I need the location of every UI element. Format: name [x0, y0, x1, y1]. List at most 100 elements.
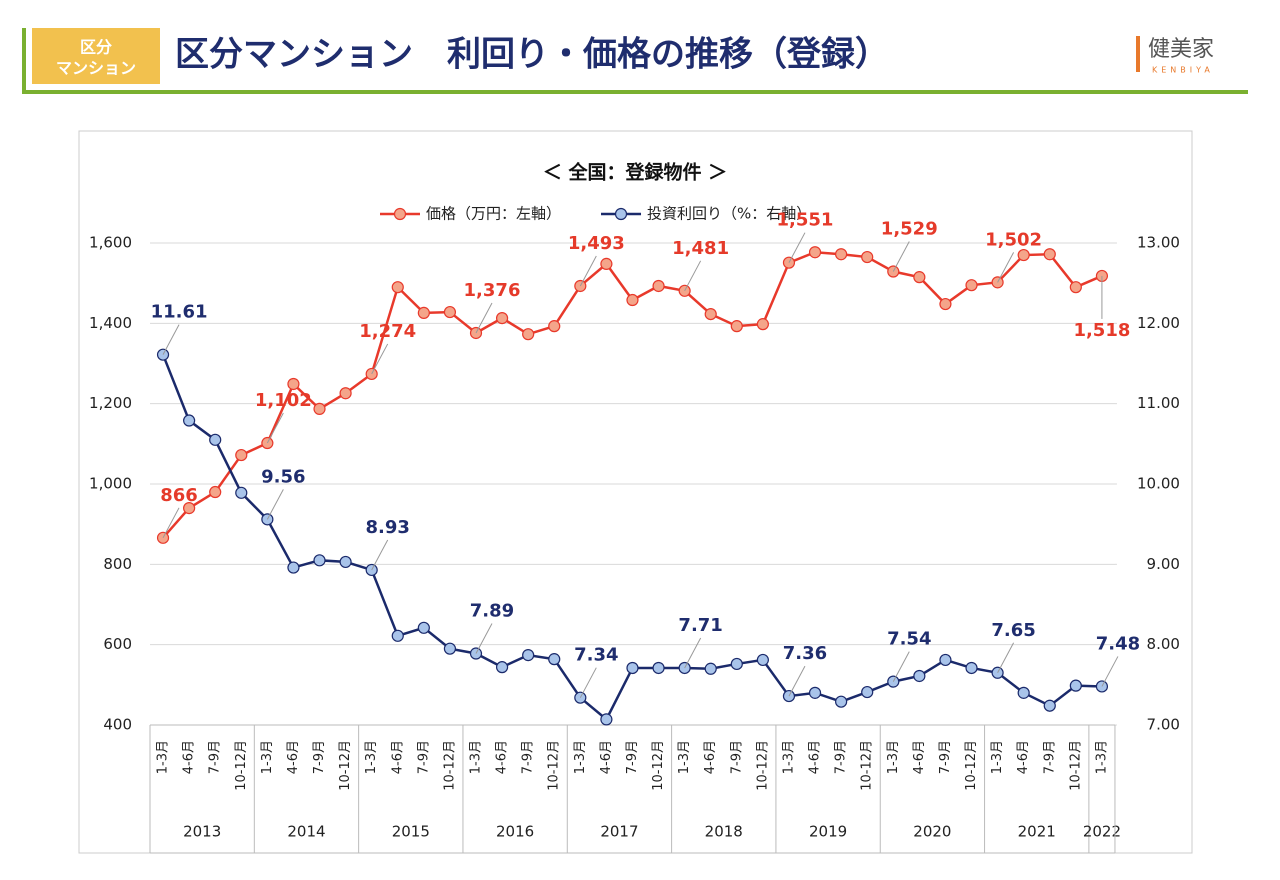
data-label: 866	[160, 485, 198, 506]
leader-line	[997, 252, 1015, 283]
y-tick-label: 1,400	[89, 314, 132, 332]
data-label: 1,102	[255, 390, 312, 411]
data-label: 1,376	[464, 280, 521, 301]
x-tick-label: 10-12月	[755, 740, 770, 791]
leader-line	[371, 343, 389, 375]
data-point	[730, 320, 743, 333]
leader-line	[266, 412, 284, 444]
chart-title: ＜ 全国：登録物件 ＞	[543, 161, 727, 184]
data-label: 7.34	[574, 645, 618, 666]
x-tick-label: 7-9月	[1042, 740, 1057, 774]
x-tick-label: 7-9月	[729, 740, 744, 774]
x-tick-label: 7-9月	[208, 740, 223, 774]
data-point	[652, 661, 665, 675]
data-point	[600, 713, 613, 726]
leader-line	[579, 667, 597, 698]
leader-line	[788, 665, 806, 697]
x-tick-label: 4-6月	[808, 740, 823, 774]
leader-line	[162, 507, 180, 539]
data-point	[626, 293, 639, 307]
leader-line	[892, 651, 910, 682]
data-point	[548, 320, 561, 333]
data-point	[235, 448, 248, 462]
logo-sub: KENBIYA	[1152, 66, 1214, 75]
x-tick-label: 1-3月	[990, 740, 1005, 774]
data-label: 1,274	[359, 321, 416, 342]
data-point	[209, 485, 222, 499]
x-tick-label: 1-3月	[364, 740, 379, 774]
data-label: 7.54	[887, 629, 931, 650]
y2-tick-label: 12.00	[1137, 314, 1180, 332]
data-point	[391, 629, 404, 642]
page-title: 区分マンション 利回り・価格の推移（登録）	[175, 35, 889, 75]
data-point	[313, 402, 326, 415]
y-tick-label: 800	[103, 555, 132, 573]
data-point	[1043, 699, 1056, 712]
data-label: 8.93	[365, 517, 409, 538]
x-tick-label: 10-12月	[338, 740, 353, 791]
data-point	[913, 271, 926, 284]
y-tick-label: 1,200	[89, 394, 132, 412]
x-tick-label: 7-9月	[938, 740, 953, 774]
data-point	[313, 554, 326, 567]
header-rule	[22, 90, 1248, 94]
data-point	[1069, 281, 1082, 294]
data-point	[287, 561, 300, 574]
data-point	[1043, 248, 1056, 261]
data-point	[495, 312, 509, 325]
legend-label: 価格（万円：左軸）	[426, 205, 561, 223]
data-label: 1,493	[568, 233, 625, 254]
y-tick-label: 400	[103, 716, 132, 734]
data-label: 7.48	[1096, 633, 1140, 654]
data-point	[835, 248, 848, 261]
y2-tick-label: 8.00	[1147, 635, 1180, 653]
plot: 400 600 800 1,000 1,200 1,400 1,600 7.00 8.00 9.0…	[89, 205, 1180, 854]
data-point	[339, 555, 352, 569]
data-point	[939, 297, 952, 311]
x-tick-label: 1-3月	[469, 740, 484, 774]
x-tick-label: 10-12月	[442, 740, 457, 791]
x-tick-label: 1-3月	[886, 740, 901, 774]
legend-label: 投資利回り（%：右軸）	[647, 205, 811, 223]
data-point	[1017, 686, 1030, 699]
x-tick-label: 4-6月	[1016, 740, 1031, 774]
y-tick-label: 1,600	[89, 234, 132, 252]
logo: 健美家	[1148, 37, 1214, 62]
logo-bar	[1136, 36, 1140, 72]
data-label: 1,529	[881, 219, 938, 240]
data-point	[626, 661, 639, 675]
data-point	[417, 621, 430, 634]
x-tick-label: 7-9月	[521, 740, 536, 774]
year-label: 2022	[1083, 823, 1121, 841]
data-point	[808, 686, 822, 699]
data-point	[704, 662, 717, 675]
year-label: 2021	[1018, 823, 1056, 841]
chart-frame	[78, 130, 1193, 854]
data-point	[183, 502, 196, 515]
leader-line	[997, 642, 1015, 674]
legend-marker	[614, 207, 628, 221]
x-tick-label: 10-12月	[1068, 740, 1083, 791]
x-tick-label: 4-6月	[390, 740, 405, 774]
x-tick-label: 10-12月	[651, 740, 666, 791]
badge	[32, 28, 160, 84]
data-point	[209, 433, 222, 446]
data-point	[861, 685, 874, 699]
y2-tick-label: 10.00	[1137, 475, 1180, 493]
x-tick-label: 1-3月	[156, 740, 171, 774]
x-tick-label: 1-3月	[573, 740, 588, 774]
leader-line	[266, 489, 284, 520]
y2-tick-label: 7.00	[1147, 716, 1180, 734]
data-label: 1,502	[985, 229, 1042, 250]
leader-line	[788, 232, 806, 263]
data-label: 7.71	[678, 615, 722, 636]
leader-line	[162, 324, 180, 355]
x-tick-label: 1-3月	[260, 740, 275, 774]
y2-tick-label: 11.00	[1137, 394, 1180, 412]
x-tick-label: 7-9月	[312, 740, 327, 774]
legend-marker	[393, 207, 407, 221]
data-point	[730, 657, 743, 671]
x-tick-label: 4-6月	[495, 740, 510, 774]
x-tick-label: 10-12月	[547, 740, 562, 791]
x-tick-label: 4-6月	[286, 740, 301, 774]
